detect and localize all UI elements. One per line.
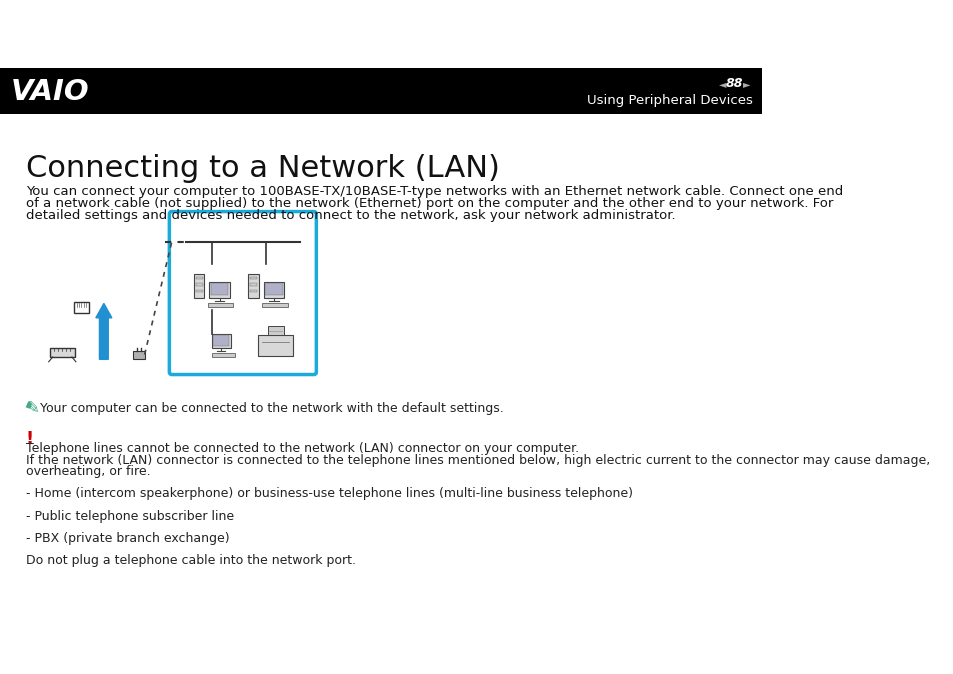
Text: Using Peripheral Devices: Using Peripheral Devices (586, 94, 752, 107)
Bar (263, 282, 284, 298)
Text: ◄: ◄ (719, 79, 726, 89)
Text: VAIO: VAIO (11, 78, 90, 106)
Bar (250, 277, 257, 280)
FancyArrow shape (95, 303, 112, 359)
Bar (208, 303, 233, 307)
Text: - Public telephone subscriber line: - Public telephone subscriber line (26, 510, 233, 522)
Bar (212, 334, 231, 348)
Bar (193, 274, 204, 298)
Text: ✎: ✎ (26, 399, 39, 417)
Bar (265, 284, 282, 295)
Bar (50, 348, 75, 357)
Text: detailed settings and devices needed to connect to the network, ask your network: detailed settings and devices needed to … (26, 210, 675, 222)
Bar (213, 336, 229, 346)
Text: !: ! (26, 429, 33, 448)
Text: - Home (intercom speakerphone) or business-use telephone lines (multi-line busin: - Home (intercom speakerphone) or busine… (26, 487, 632, 500)
Bar (257, 336, 293, 356)
Text: If the network (LAN) connector is connected to the telephone lines mentioned bel: If the network (LAN) connector is connec… (26, 454, 929, 466)
Bar (195, 284, 203, 286)
Bar (209, 282, 230, 298)
Bar (213, 353, 234, 357)
Bar (0, 68, 761, 113)
Bar (133, 351, 145, 359)
Bar (250, 290, 257, 293)
FancyBboxPatch shape (170, 212, 316, 375)
Text: Telephone lines cannot be connected to the network (LAN) connector on your compu: Telephone lines cannot be connected to t… (26, 442, 578, 456)
Bar (195, 290, 203, 293)
Bar (195, 277, 203, 280)
Bar (262, 303, 287, 307)
Bar (268, 326, 283, 336)
Text: ►: ► (742, 79, 750, 89)
Bar (250, 284, 257, 286)
Polygon shape (26, 401, 31, 409)
Text: 88: 88 (725, 78, 743, 90)
Text: Do not plug a telephone cable into the network port.: Do not plug a telephone cable into the n… (26, 554, 355, 568)
Text: Your computer can be connected to the network with the default settings.: Your computer can be connected to the ne… (40, 402, 503, 415)
Text: of a network cable (not supplied) to the network (Ethernet) port on the computer: of a network cable (not supplied) to the… (26, 197, 832, 210)
Bar (248, 274, 258, 298)
Text: Connecting to a Network (LAN): Connecting to a Network (LAN) (26, 154, 499, 183)
Text: - PBX (private branch exchange): - PBX (private branch exchange) (26, 532, 229, 545)
Bar (74, 302, 89, 313)
Bar (211, 284, 228, 295)
Text: You can connect your computer to 100BASE-TX/10BASE-T-type networks with an Ether: You can connect your computer to 100BASE… (26, 185, 841, 198)
Text: overheating, or fire.: overheating, or fire. (26, 465, 150, 478)
